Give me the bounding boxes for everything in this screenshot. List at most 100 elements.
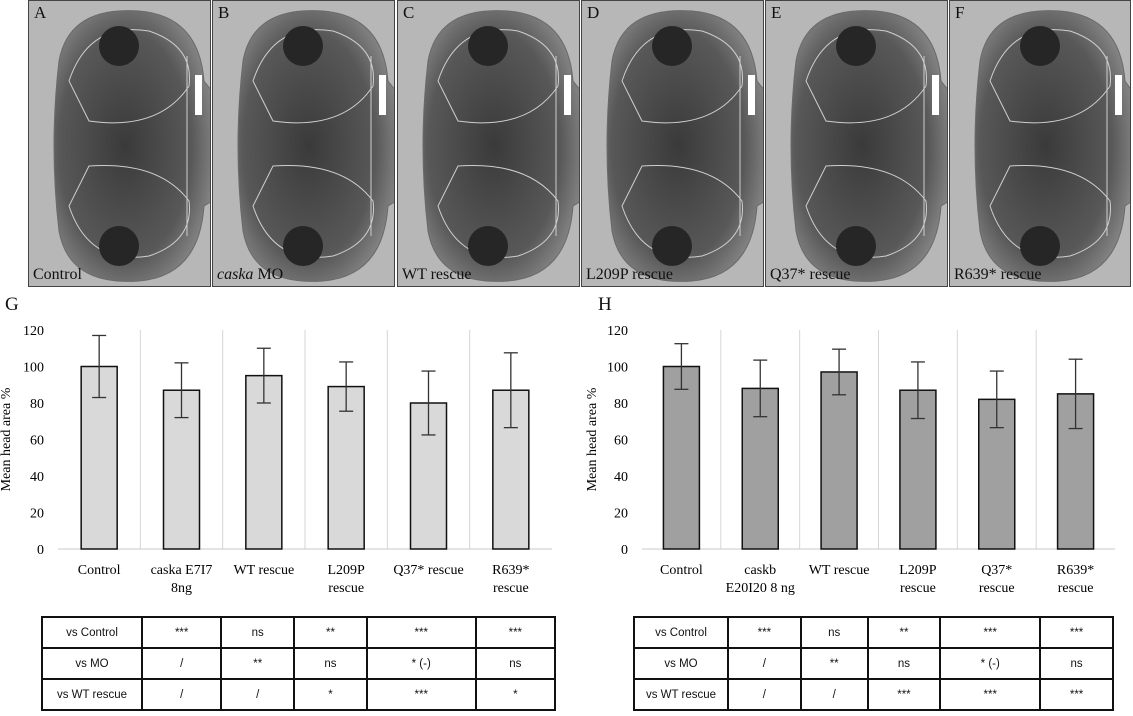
panel-letter: E xyxy=(771,3,782,22)
table-cell: / xyxy=(140,678,223,711)
panel-letter: C xyxy=(403,3,415,22)
x-tick-label: rescue xyxy=(493,581,529,596)
table-cell: / xyxy=(727,678,802,711)
bar xyxy=(662,365,701,550)
x-tick-label: 8ng xyxy=(171,581,192,596)
row-label: vs MO xyxy=(633,647,729,680)
row-label: vs WT rescue xyxy=(41,678,143,711)
table-cell: / xyxy=(220,678,296,711)
larva-head-image xyxy=(790,10,947,282)
larva-head-image xyxy=(53,10,210,282)
row-label: vs Control xyxy=(633,616,729,649)
y-tick-label: 40 xyxy=(30,470,44,485)
table-cell: * (-) xyxy=(365,647,477,680)
scale-bar xyxy=(564,75,571,115)
table-cell: *** xyxy=(140,616,223,649)
x-tick-label: caska E7I7 xyxy=(151,563,213,578)
x-tick-label: Q37* xyxy=(981,563,1012,578)
image-panel-f: F R639* rescue xyxy=(949,0,1131,287)
table-row: vs MO / ** ns * (-) ns xyxy=(633,647,1114,680)
x-tick-label: rescue xyxy=(1058,581,1094,596)
table-cell: ns xyxy=(866,647,942,680)
y-tick-label: 120 xyxy=(607,324,628,339)
chart-h: 0 20 40 60 80 100 120 Mean head area % Control ca… xyxy=(580,310,1133,615)
larva-head-image xyxy=(974,10,1130,282)
image-panel-c: C WT rescue xyxy=(397,0,580,287)
y-axis-label: Mean head area % xyxy=(0,387,14,491)
y-tick-label: 0 xyxy=(621,543,628,558)
row-label: vs Control xyxy=(41,616,143,649)
scale-bar xyxy=(379,75,386,115)
panel-caption: Control xyxy=(33,266,82,283)
x-tick-label: caskb xyxy=(744,563,776,578)
scale-bar xyxy=(195,75,202,115)
table-cell: ns xyxy=(799,616,869,649)
table-row: vs MO / ** ns * (-) ns xyxy=(41,647,557,680)
table-cell: * (-) xyxy=(939,647,1042,680)
panel-letter: F xyxy=(955,3,965,22)
table-cell: *** xyxy=(727,616,802,649)
table-cell: *** xyxy=(1039,678,1114,711)
table-cell: *** xyxy=(1039,616,1114,649)
table-cell: / xyxy=(727,647,802,680)
panel-caption: WT rescue xyxy=(402,266,472,283)
scale-bar xyxy=(1115,75,1122,115)
y-tick-label: 20 xyxy=(30,507,44,522)
table-row: vs Control *** ns ** *** *** xyxy=(633,616,1114,649)
row-label: vs MO xyxy=(41,647,143,680)
x-tick-label: WT rescue xyxy=(809,563,870,578)
image-panel-a: A Control xyxy=(28,0,211,287)
y-tick-label: 80 xyxy=(614,397,628,412)
x-tick-label: Control xyxy=(78,563,121,578)
panel-caption: Q37* rescue xyxy=(770,266,851,283)
x-tick-label: rescue xyxy=(328,581,364,596)
row-label: vs WT rescue xyxy=(633,678,729,711)
table-row: vs WT rescue / / * *** * xyxy=(41,678,557,711)
table-cell: ns xyxy=(1039,647,1114,680)
x-tick-label: L209P xyxy=(899,563,937,578)
table-cell: / xyxy=(140,647,223,680)
y-tick-label: 100 xyxy=(23,361,44,376)
table-cell: ns xyxy=(293,647,368,680)
x-tick-label: L209P xyxy=(327,563,365,578)
y-tick-label: 100 xyxy=(607,361,628,376)
larva-head-image xyxy=(422,10,579,282)
stats-table-g: vs Control *** ns ** *** *** vs MO / ** ns * (-) ns… xyxy=(41,616,557,711)
panel-letter: A xyxy=(34,3,47,22)
panel-label-g: G xyxy=(5,294,19,315)
stats-table-h: vs Control *** ns ** *** *** vs MO / ** ns * (-) ns… xyxy=(633,616,1114,711)
image-panel-d: D L209P rescue xyxy=(581,0,764,287)
y-axis-label: Mean head area % xyxy=(585,387,600,491)
table-cell: *** xyxy=(365,616,477,649)
x-tick-label: R639* xyxy=(1057,563,1094,578)
table-cell: *** xyxy=(474,616,557,649)
table-cell: ns xyxy=(474,647,557,680)
x-tick-label: rescue xyxy=(900,581,936,596)
bar xyxy=(245,374,283,550)
table-cell: * xyxy=(474,678,557,711)
larva-head-image xyxy=(237,10,394,282)
y-tick-label: 20 xyxy=(614,507,628,522)
larva-head-image xyxy=(606,10,763,282)
scale-bar xyxy=(748,75,755,115)
table-cell: *** xyxy=(866,678,942,711)
y-tick-label: 40 xyxy=(614,470,628,485)
x-tick-label: R639* xyxy=(492,563,529,578)
scale-bar xyxy=(932,75,939,115)
table-cell: *** xyxy=(365,678,477,711)
table-cell: ** xyxy=(220,647,296,680)
y-tick-label: 60 xyxy=(30,434,44,449)
panel-caption: L209P rescue xyxy=(586,266,673,283)
table-cell: * xyxy=(293,678,368,711)
x-tick-label: Control xyxy=(660,563,703,578)
table-cell: / xyxy=(799,678,869,711)
table-cell: ** xyxy=(799,647,869,680)
y-tick-label: 80 xyxy=(30,397,44,412)
x-tick-label: rescue xyxy=(979,581,1015,596)
panel-label-h: H xyxy=(598,294,612,315)
table-cell: ** xyxy=(293,616,368,649)
x-tick-label: E20I20 8 ng xyxy=(726,581,795,596)
table-row: vs WT rescue / / *** *** *** xyxy=(633,678,1114,711)
y-tick-label: 120 xyxy=(23,324,44,339)
